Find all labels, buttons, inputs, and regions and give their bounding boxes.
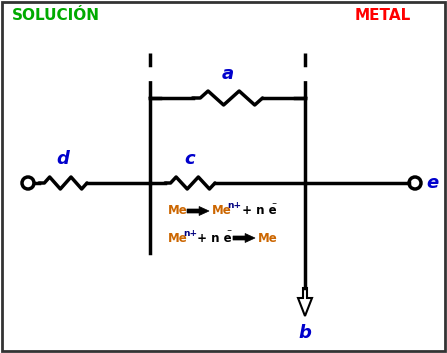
Text: + n e: + n e <box>193 232 232 245</box>
Text: Me: Me <box>168 232 188 245</box>
Text: d: d <box>57 150 69 168</box>
Text: Me: Me <box>258 232 278 245</box>
Text: b: b <box>299 324 312 342</box>
Text: a: a <box>221 65 234 83</box>
Text: + n e: + n e <box>238 204 277 217</box>
Polygon shape <box>298 288 312 316</box>
Text: Me: Me <box>168 204 188 217</box>
Text: n+: n+ <box>227 202 241 210</box>
Text: c: c <box>185 150 195 168</box>
Text: Me: Me <box>212 204 232 217</box>
Text: METAL: METAL <box>355 8 411 23</box>
Text: ⁻: ⁻ <box>226 228 231 238</box>
Polygon shape <box>233 233 255 243</box>
Text: ⁻: ⁻ <box>271 201 276 211</box>
Text: SOLUCIÓN: SOLUCIÓN <box>12 8 100 23</box>
Text: n+: n+ <box>183 228 197 238</box>
Text: e: e <box>426 174 438 192</box>
Polygon shape <box>187 207 209 215</box>
